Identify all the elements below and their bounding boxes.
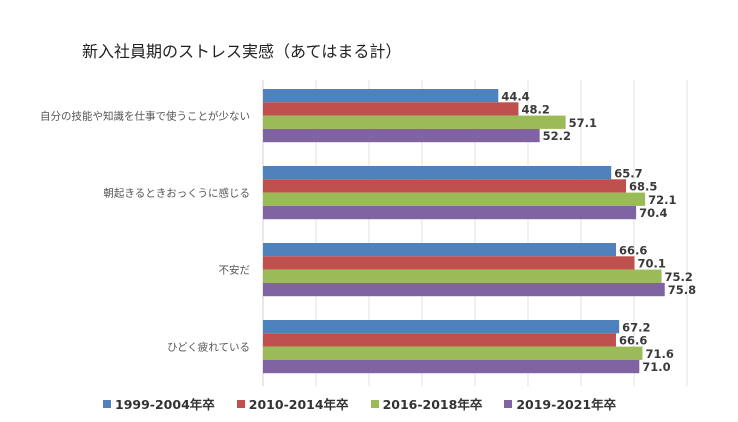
data-label: 65.7 (614, 166, 642, 180)
bar (263, 205, 637, 220)
bar (263, 346, 643, 360)
data-label: 66.6 (619, 334, 647, 348)
legend-label: 1999-2004年卒 (115, 397, 215, 412)
data-label: 75.8 (668, 283, 696, 297)
legend-label: 2019-2021年卒 (516, 397, 617, 412)
data-label: 66.6 (619, 243, 647, 257)
data-label: 71.6 (645, 347, 673, 361)
data-label: 48.2 (521, 103, 549, 117)
legend-swatch (504, 399, 513, 408)
data-label: 75.2 (665, 270, 693, 284)
data-label: 44.4 (501, 89, 529, 103)
bar (263, 243, 616, 257)
data-label: 70.4 (639, 206, 667, 220)
bar (263, 128, 540, 143)
bar (263, 333, 616, 347)
bar (263, 89, 499, 103)
bar (263, 192, 646, 206)
data-label: 72.1 (648, 193, 676, 207)
category-label: 不安だ (219, 264, 251, 277)
legend-swatch (103, 399, 111, 408)
legend: 1999-2004年卒 2010-2014年卒 2016-2018年卒 2019-20… (103, 394, 638, 413)
data-label: 70.1 (638, 257, 666, 271)
legend-label: 2010-2014年卒 (248, 397, 349, 412)
bar (263, 320, 620, 334)
data-label: 57.1 (569, 116, 597, 130)
category-label: 朝起きるときおっくうに感じる (103, 187, 250, 200)
chart-title: 新入社員期のストレス実感（あてはまる計） (82, 42, 402, 61)
category-label: 自分の技能や知識を仕事で使うことが少ない (40, 110, 250, 123)
bar (263, 102, 519, 116)
bar (263, 115, 566, 129)
bar (263, 256, 635, 270)
bar (263, 269, 662, 283)
bar (263, 166, 612, 180)
data-label: 71.0 (642, 360, 670, 374)
category-label: ひどく疲れている (167, 341, 250, 354)
legend-item: 2016-2018年卒 (370, 394, 483, 413)
bar (263, 359, 640, 374)
bar (263, 282, 665, 297)
legend-swatch (370, 399, 379, 408)
legend-item: 2019-2021年卒 (504, 394, 616, 413)
legend-item: 2010-2014年卒 (236, 394, 349, 413)
legend-item: 1999-2004年卒 (103, 394, 215, 413)
bar (263, 179, 627, 193)
legend-label: 2016-2018年卒 (382, 397, 483, 412)
data-label: 67.2 (622, 320, 650, 334)
data-label: 52.2 (543, 129, 571, 143)
legend-swatch (236, 399, 245, 408)
data-label: 68.5 (629, 180, 657, 194)
